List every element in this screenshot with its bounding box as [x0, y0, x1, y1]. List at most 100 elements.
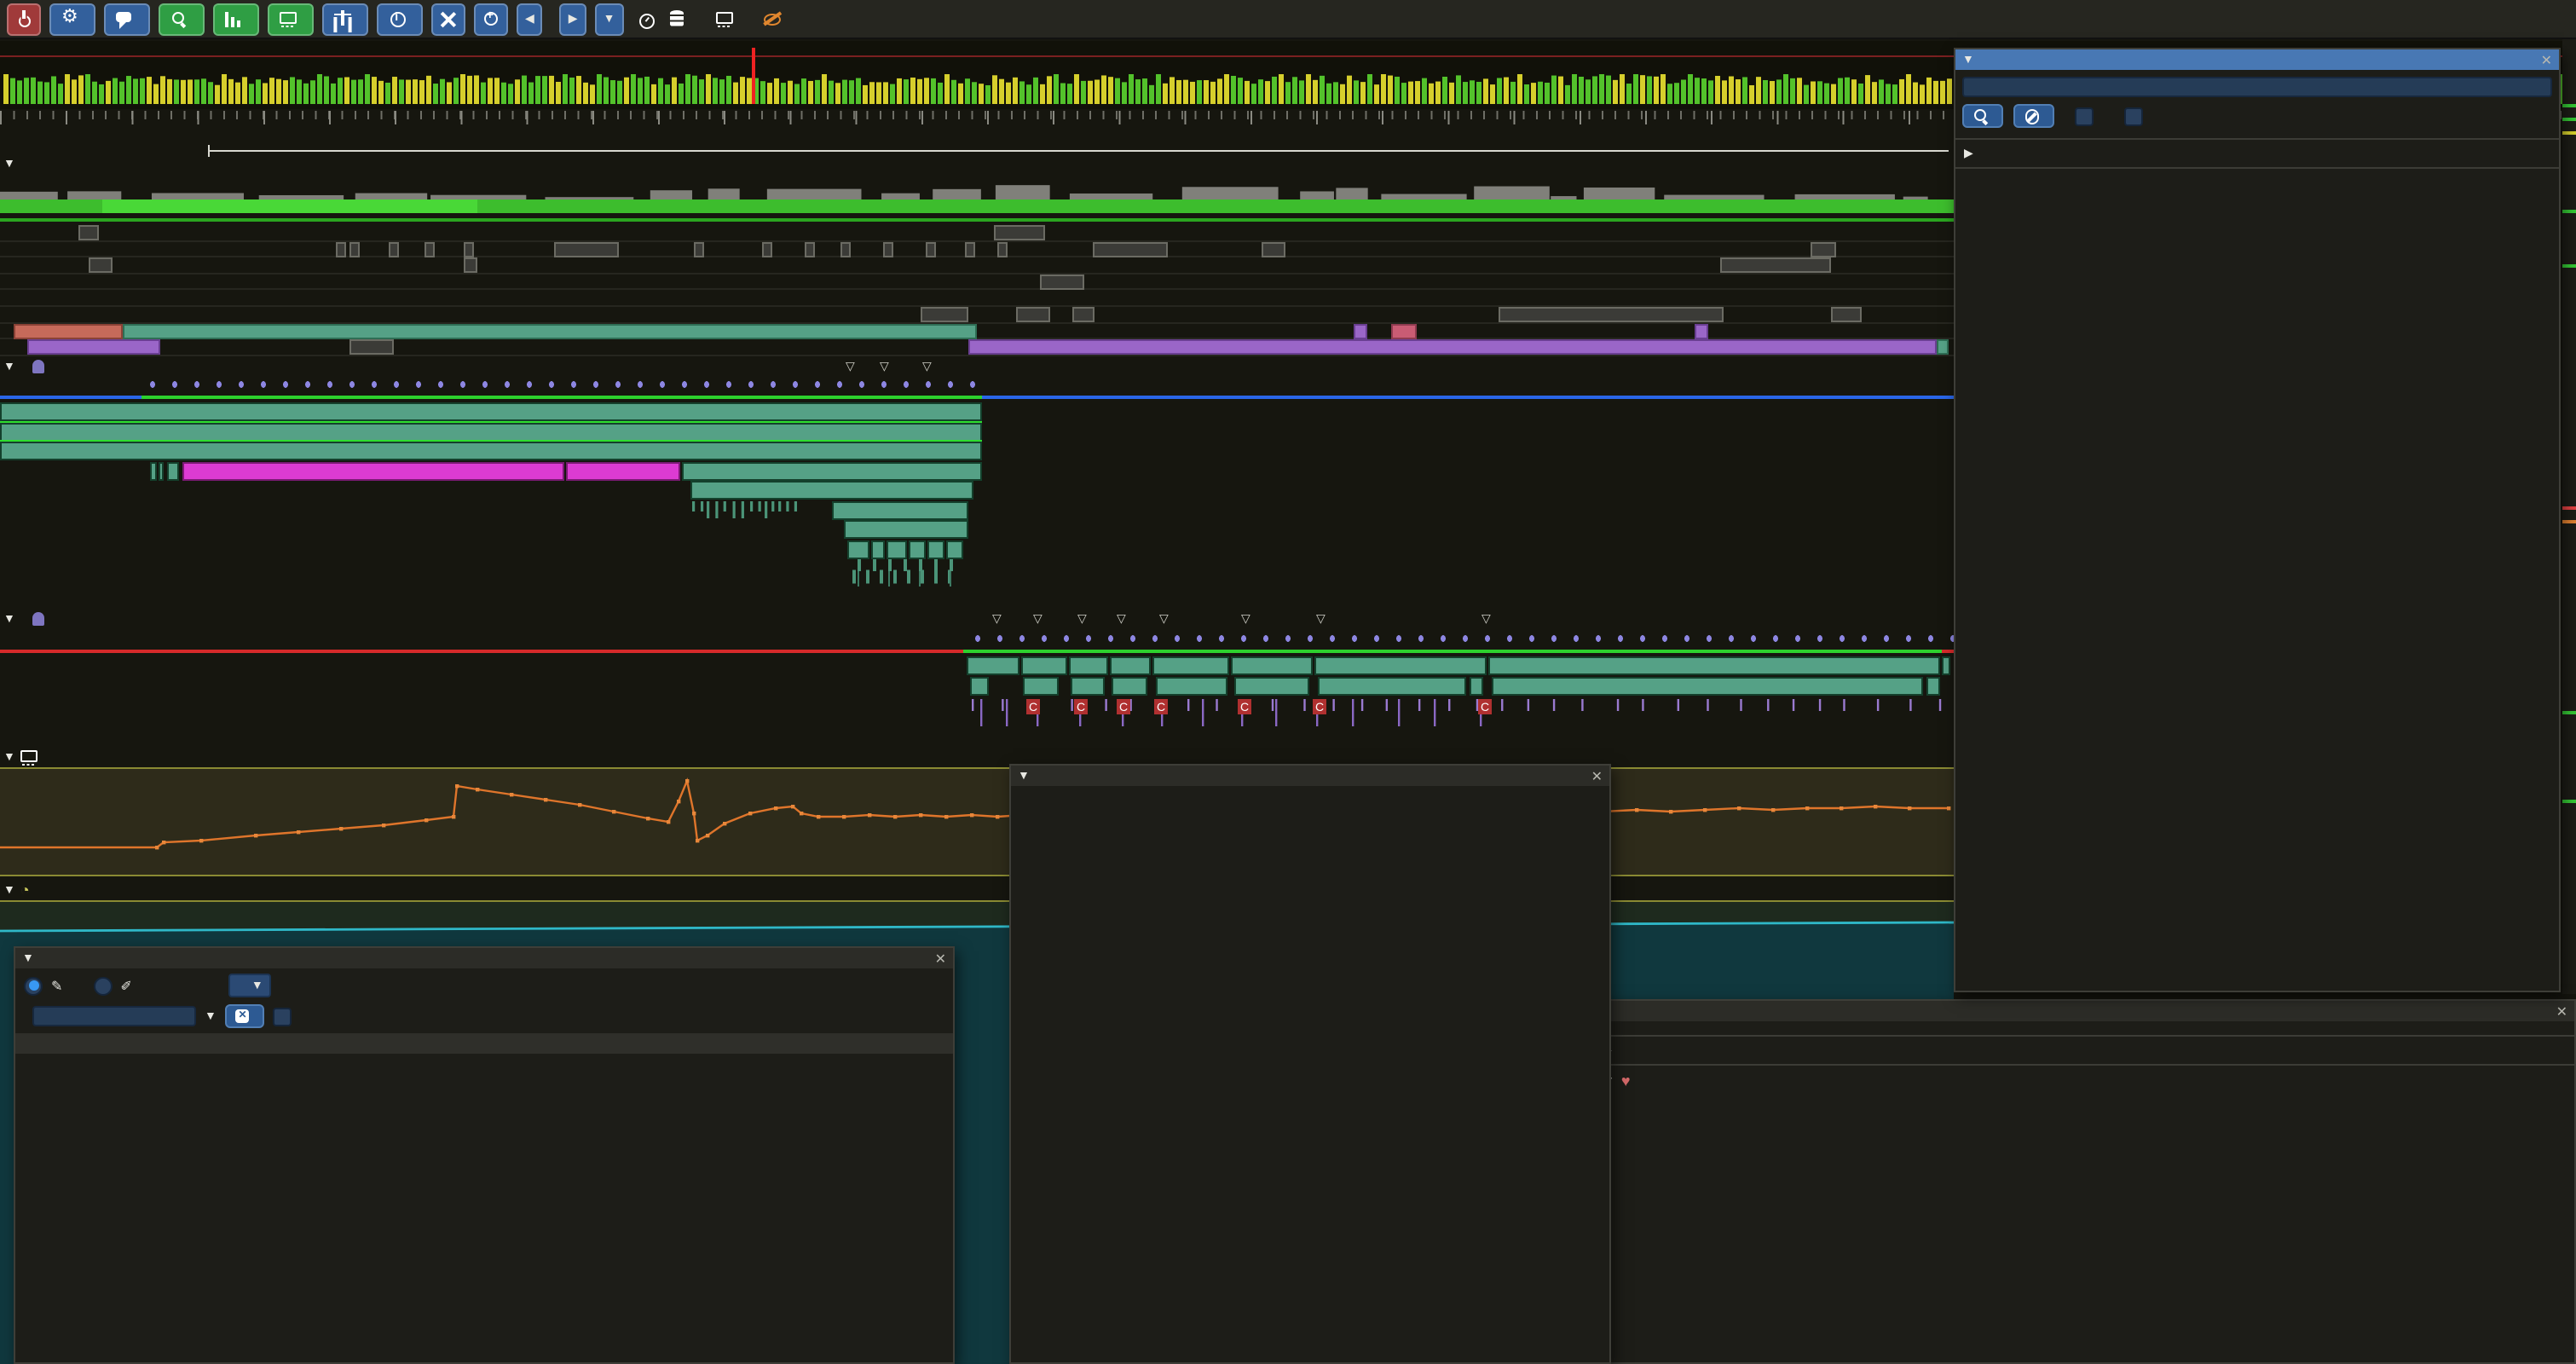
goto-frame-button[interactable] — [474, 3, 508, 35]
timeline-zone[interactable] — [844, 520, 968, 539]
cpu-timeline-box[interactable] — [349, 241, 360, 257]
timeline-zone[interactable] — [1071, 677, 1105, 696]
cpu-timeline-box[interactable] — [1072, 307, 1095, 322]
timeline-zone[interactable] — [1488, 656, 1940, 675]
frame-marker-icon[interactable]: ▽ — [1077, 612, 1087, 626]
cpu-timeline-box[interactable] — [1695, 323, 1708, 338]
ignore-case-checkbox[interactable] — [2075, 107, 2094, 125]
timeline-zone[interactable] — [847, 540, 869, 558]
next-frame-button[interactable]: ▶ — [560, 3, 586, 35]
cpu-timeline-box[interactable] — [762, 241, 772, 257]
statistics-button[interactable] — [213, 3, 259, 35]
cpu-timeline-box[interactable] — [965, 241, 975, 257]
zone-search-input[interactable] — [1962, 77, 2552, 97]
memory-button[interactable] — [268, 3, 314, 35]
timeline-zone[interactable] — [0, 402, 982, 421]
timeline-zone[interactable] — [927, 540, 944, 558]
cpu-timeline-box[interactable] — [1093, 241, 1168, 257]
cpu-timeline-box[interactable] — [921, 307, 968, 322]
timeline-zone[interactable] — [1318, 677, 1466, 696]
timeline-scroll-strip[interactable] — [2562, 39, 2576, 994]
timeline-zone[interactable] — [167, 461, 179, 480]
timeline-zone[interactable] — [1021, 656, 1067, 675]
cpu-timeline-box[interactable] — [994, 225, 1045, 240]
timeline-zone[interactable] — [1231, 656, 1313, 675]
frame-marker-icon[interactable]: ▽ — [1117, 612, 1126, 626]
statistics-panel-titlebar[interactable]: ▼ ✕ — [15, 948, 953, 968]
tools-button[interactable] — [431, 3, 465, 35]
memory-usage-section-header[interactable]: ▼ — [3, 748, 48, 766]
streaming-section-header[interactable]: ▼ — [3, 612, 44, 626]
timeline-zone[interactable] — [970, 677, 989, 696]
frame-marker-icon[interactable]: ▽ — [1159, 612, 1169, 626]
timeline-zone[interactable] — [946, 540, 963, 558]
cpu-timeline-box[interactable] — [336, 241, 346, 257]
limit-range-checkbox[interactable] — [273, 1007, 292, 1026]
cpu-timeline-box[interactable] — [464, 241, 474, 257]
clear-button[interactable] — [2013, 104, 2054, 128]
cpu-timeline-box[interactable] — [1391, 323, 1417, 338]
cpu-timeline-box[interactable] — [78, 225, 99, 240]
timeline-zone[interactable] — [1926, 677, 1940, 696]
frame-marker-icon[interactable]: ▽ — [1316, 612, 1326, 626]
prev-frame-button[interactable]: ◀ — [517, 3, 543, 35]
timeline-zone[interactable] — [1069, 656, 1108, 675]
funnel-icon[interactable]: ▼ — [205, 1010, 217, 1022]
collapse-icon[interactable]: ▼ — [1018, 770, 1030, 782]
clear-filter-button[interactable] — [225, 1004, 264, 1028]
cpu-timeline-box[interactable] — [1937, 339, 1949, 355]
cpu-usage-section-header[interactable]: ▼◔ — [3, 881, 40, 899]
cpu-timeline-box[interactable] — [968, 339, 1937, 355]
memory-panel-titlebar[interactable]: ▼ ✕ — [1594, 1001, 2574, 1021]
compare-button[interactable] — [322, 3, 368, 35]
limit-range-checkbox[interactable] — [2124, 107, 2143, 125]
cpu-timeline-box[interactable] — [1040, 275, 1084, 290]
close-icon[interactable]: ✕ — [935, 951, 946, 966]
messages-button[interactable] — [104, 3, 150, 35]
cpu-timeline-box[interactable] — [123, 323, 977, 338]
timeline-zone[interactable] — [0, 442, 982, 460]
expand-icon[interactable]: ▶ — [1964, 147, 1973, 160]
frame-marker-icon[interactable]: ▽ — [1481, 612, 1491, 626]
timeline-zone[interactable] — [887, 540, 907, 558]
cpu-timeline-box[interactable] — [1262, 241, 1285, 257]
cpu-timeline-box[interactable] — [1499, 307, 1724, 322]
cpu-timeline-box[interactable] — [349, 339, 394, 355]
timeline-zone[interactable] — [1234, 677, 1309, 696]
sampling-radio[interactable] — [93, 976, 112, 995]
instrumentation-radio[interactable] — [24, 976, 43, 995]
connection-lost-icon[interactable] — [761, 10, 782, 27]
allocations-section-header[interactable]: ▶ — [1594, 1040, 2574, 1061]
timing-dropdown[interactable]: ▼ — [229, 974, 272, 997]
cpu-timeline-box[interactable] — [1720, 257, 1831, 273]
cpu-timeline-box[interactable] — [14, 323, 123, 338]
options-button[interactable] — [49, 3, 95, 35]
cpu-timeline-box[interactable] — [1016, 307, 1050, 322]
filter-input[interactable] — [32, 1006, 196, 1026]
cpu-timeline-box[interactable] — [1354, 323, 1367, 338]
close-icon[interactable]: ✕ — [1591, 768, 1603, 783]
timeline-zone[interactable] — [967, 656, 1019, 675]
cpu-timeline-box[interactable] — [805, 241, 815, 257]
cpu-data-section-header[interactable]: ▼ — [3, 159, 20, 170]
active-allocations-section-header[interactable]: ▼ ♥ — [1594, 1069, 2574, 1093]
find-button[interactable] — [1962, 104, 2003, 128]
close-icon[interactable]: ✕ — [2541, 52, 2552, 67]
info-button[interactable] — [377, 3, 423, 35]
frame-marker-icon[interactable]: ▽ — [1241, 612, 1250, 626]
timeline-zone[interactable] — [909, 540, 926, 558]
find-zone-titlebar[interactable]: ▼ ✕ — [1955, 49, 2559, 70]
timeline-zone[interactable] — [871, 540, 885, 558]
frame-marker-icon[interactable]: ▽ — [1033, 612, 1043, 626]
cpu-timeline-box[interactable] — [997, 241, 1008, 257]
timeline-zone[interactable] — [0, 422, 982, 441]
timeline-zone[interactable] — [1156, 677, 1227, 696]
timeline-zone[interactable] — [1942, 656, 1950, 675]
timeline-zone[interactable] — [1492, 677, 1923, 696]
frame-marker-icon[interactable]: ▽ — [846, 360, 855, 373]
collapse-icon[interactable]: ▼ — [1962, 54, 1974, 66]
cpu-timeline-box[interactable] — [554, 241, 619, 257]
frame-marker-icon[interactable]: ▽ — [880, 360, 889, 373]
cpu-timeline-box[interactable] — [425, 241, 435, 257]
collapse-icon[interactable]: ▼ — [22, 952, 34, 964]
